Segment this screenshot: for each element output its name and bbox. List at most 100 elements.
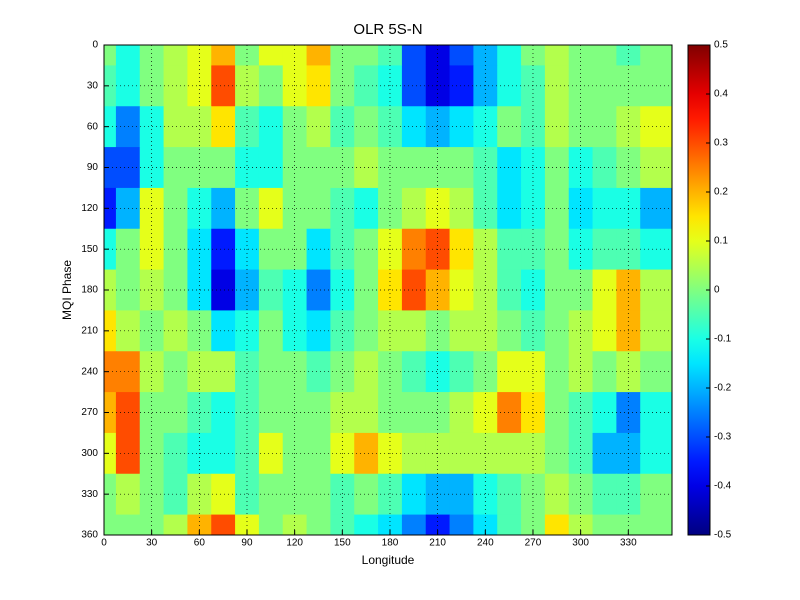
contour-cell — [473, 187, 498, 230]
contour-cell — [163, 45, 188, 66]
colorbar-tick-label: -0.4 — [714, 481, 732, 492]
contour-cell — [616, 45, 641, 66]
colorbar-tick-label: -0.3 — [714, 432, 732, 443]
contour-cell — [258, 514, 284, 535]
contour-cell — [401, 351, 427, 393]
y-tick-label: 60 — [87, 121, 99, 132]
contour-cell — [163, 392, 188, 434]
contour-cell — [449, 147, 474, 189]
contour-cell — [497, 106, 522, 148]
contour-cell — [306, 473, 331, 516]
contour-cell — [473, 473, 498, 516]
contour-cell — [211, 269, 236, 311]
contour-cell — [521, 187, 546, 230]
contour-cell — [330, 45, 355, 66]
contour-cell — [104, 106, 117, 148]
contour-cell — [544, 45, 570, 66]
contour-cell — [521, 473, 546, 516]
x-tick-label: 210 — [429, 538, 446, 549]
contour-cell — [425, 45, 451, 66]
contour-cell — [354, 473, 379, 516]
contour-cell — [521, 514, 546, 535]
contour-cell — [473, 65, 498, 107]
contour-cell — [163, 106, 188, 148]
x-tick-label: 300 — [572, 538, 589, 549]
contour-cell — [330, 473, 355, 516]
contour-cell — [306, 147, 331, 189]
contour-cell — [104, 473, 117, 516]
contour-cell — [425, 269, 451, 311]
colorbar-tick-label: 0.5 — [714, 40, 728, 51]
contour-cell — [592, 45, 617, 66]
contour-cell — [401, 432, 427, 475]
contour-cell — [354, 351, 379, 393]
colorbar-tick-label: -0.5 — [714, 530, 732, 541]
y-tick-label: 360 — [81, 530, 98, 541]
contour-cell — [306, 106, 331, 148]
contour-cell — [354, 392, 379, 434]
x-tick-label: 240 — [477, 538, 494, 549]
contour-cell — [306, 45, 331, 66]
contour-cell — [306, 392, 331, 434]
y-tick-label: 240 — [81, 366, 98, 377]
contour-cell — [163, 310, 188, 352]
contour-cell — [449, 269, 474, 311]
x-tick-label: 180 — [382, 538, 399, 549]
contour-cell — [104, 310, 117, 352]
contour-cell — [473, 45, 498, 66]
colorbar-tick-label: 0.1 — [714, 236, 728, 247]
colorbar-tick-label: -0.2 — [714, 383, 732, 394]
contour-cell — [104, 187, 117, 230]
contour-cell — [211, 45, 236, 66]
contour-cell — [354, 310, 379, 352]
contour-cell — [115, 45, 141, 66]
contour-cell — [544, 514, 570, 535]
y-tick-label: 0 — [92, 40, 98, 51]
x-axis-label: Longitude — [362, 553, 415, 567]
y-tick-label: 300 — [81, 448, 98, 459]
contour-cell — [258, 147, 284, 189]
contour-cell — [378, 392, 403, 434]
contour-cell — [425, 187, 451, 230]
contour-cell — [187, 269, 212, 311]
contour-cell — [401, 473, 427, 516]
contour-cell — [401, 228, 427, 271]
contour-cell — [282, 65, 308, 107]
contour-cell — [211, 473, 236, 516]
axes: 0 30 60 90 120 150 180 210 240 270 300 330 0 30 60 90 12… — [81, 40, 731, 549]
contour-cell — [497, 392, 522, 434]
contour-cell — [473, 392, 498, 434]
contour-cell — [425, 473, 451, 516]
contour-cell — [330, 514, 355, 535]
contour-cell — [354, 147, 379, 189]
contour-cell — [378, 514, 403, 535]
contour-cell — [330, 269, 355, 311]
contour-cell — [306, 351, 331, 393]
contour-cell — [497, 65, 522, 107]
colorbar-tick-label: -0.1 — [714, 334, 732, 345]
contour-cell — [282, 187, 308, 230]
contour-cell — [401, 65, 427, 107]
contour-cell — [163, 187, 188, 230]
contour-cell — [521, 45, 546, 66]
x-tick-label: 30 — [146, 538, 158, 549]
contour-cell — [449, 392, 474, 434]
contour-cell — [163, 514, 188, 535]
contour-cell — [521, 269, 546, 311]
y-tick-label: 120 — [81, 203, 98, 214]
contour-cell — [449, 228, 474, 271]
contour-cell — [163, 228, 188, 271]
contour-cell — [401, 106, 427, 148]
contour-cell — [449, 310, 474, 352]
contour-cell — [640, 45, 672, 66]
contour-cell — [497, 187, 522, 230]
contour-cell — [449, 106, 474, 148]
contour-cell — [449, 45, 474, 66]
contour-cell — [497, 147, 522, 189]
contour-cell — [449, 514, 474, 535]
colorbar-tick-label: 0.4 — [714, 89, 728, 100]
contour-cell — [258, 269, 284, 311]
contour-cell — [139, 45, 165, 66]
contour-cell — [258, 432, 284, 475]
contour-cell — [354, 432, 379, 475]
